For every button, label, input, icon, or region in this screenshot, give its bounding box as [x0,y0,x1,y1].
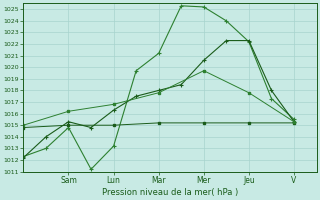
X-axis label: Pression niveau de la mer( hPa ): Pression niveau de la mer( hPa ) [102,188,238,197]
